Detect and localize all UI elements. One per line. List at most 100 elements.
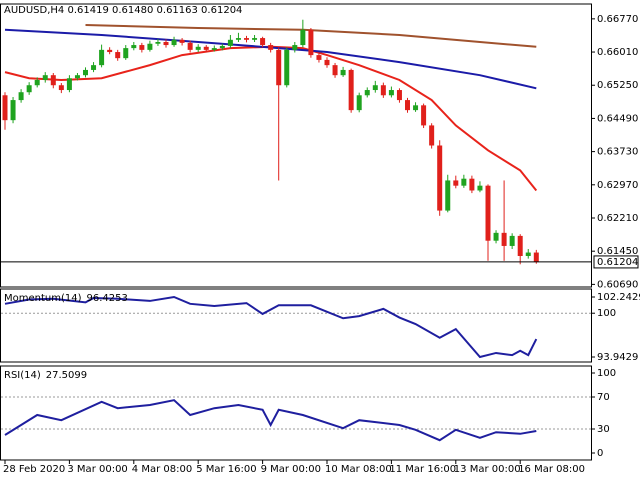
candle-body <box>493 232 499 241</box>
x-tick-label: 9 Mar 00:00 <box>261 464 321 475</box>
candle-body <box>155 41 161 44</box>
candle-body <box>179 39 185 43</box>
candle-body <box>300 29 306 46</box>
candle-body <box>91 65 97 70</box>
candle-body <box>171 39 177 46</box>
y-tick-label: 0.61450 <box>597 246 638 257</box>
candle-body <box>187 42 193 50</box>
candle-body <box>260 38 266 46</box>
candle-body <box>340 69 346 76</box>
y-tick-label: 0.65250 <box>597 80 638 91</box>
x-tick-label: 11 Mar 16:00 <box>389 464 456 475</box>
candle-body <box>348 69 354 111</box>
candle-body <box>18 92 24 101</box>
panel-title: Momentum(14) <box>4 293 82 304</box>
candle-body <box>380 85 386 96</box>
candle-body <box>163 41 169 46</box>
y-tick-label: 70 <box>597 392 610 403</box>
candle-body <box>74 75 80 79</box>
x-tick-label: 28 Feb 2020 <box>3 464 65 475</box>
candle-body <box>517 235 523 256</box>
x-tick-label: 13 Mar 00:00 <box>454 464 521 475</box>
candle-body <box>83 69 88 76</box>
candle-body <box>429 125 435 146</box>
candle-body <box>421 105 427 126</box>
y-tick-label: 100 <box>597 308 616 319</box>
candle-body <box>195 46 201 50</box>
candle-body <box>211 48 217 50</box>
x-tick-label: 16 Mar 08:00 <box>518 464 585 475</box>
y-tick-label: 0.62210 <box>597 213 638 224</box>
indicator-line <box>4 295 538 359</box>
y-tick-label: 102.2429 <box>597 292 640 303</box>
x-tick-label: 3 Mar 00:00 <box>67 464 127 475</box>
y-tick-label: 0.63730 <box>597 147 638 158</box>
candle-body <box>453 180 459 186</box>
candle-body <box>58 85 64 91</box>
x-tick-label: 5 Mar 16:00 <box>196 464 256 475</box>
panel <box>0 288 592 363</box>
candle-body <box>388 90 394 96</box>
y-tick-label: 0.66010 <box>597 47 638 58</box>
candle-body <box>139 45 145 50</box>
panel <box>0 365 592 461</box>
x-tick-label: 10 Mar 08:00 <box>325 464 392 475</box>
candle-body <box>525 252 531 256</box>
y-tick-label: 0.66770 <box>597 14 638 25</box>
candle-body <box>147 43 153 50</box>
candle-body <box>332 65 338 76</box>
candle-body <box>2 95 8 121</box>
y-tick-label: 100 <box>597 368 616 379</box>
candle-body <box>469 178 475 191</box>
candle-body <box>244 38 249 40</box>
panel-title: RSI(14) <box>4 370 41 381</box>
moving-average <box>85 23 537 48</box>
candle-body <box>123 48 129 59</box>
candle-body <box>34 79 40 86</box>
indicator-line <box>4 399 537 442</box>
candle-body <box>501 232 507 246</box>
candle-body <box>115 52 121 59</box>
moving-average <box>4 45 538 192</box>
candle-body <box>219 45 225 49</box>
candle-body <box>268 45 274 50</box>
y-tick-label: 0.64490 <box>597 113 638 124</box>
candle-body <box>485 185 491 241</box>
x-tick-label: 4 Mar 08:00 <box>132 464 192 475</box>
candle-body <box>445 180 451 211</box>
candle-body <box>50 75 56 86</box>
candle-body <box>284 49 290 86</box>
candle-body <box>203 46 209 50</box>
candle-body <box>405 100 410 111</box>
candle-body <box>372 85 378 91</box>
y-tick-label: 0 <box>597 448 603 459</box>
candle-body <box>10 100 16 121</box>
candle-body <box>252 38 258 40</box>
candle-body <box>356 95 362 111</box>
candle-body <box>276 49 282 86</box>
current-price-box <box>593 255 639 269</box>
candle-body <box>364 90 370 96</box>
candle-body <box>477 185 483 191</box>
current-price-label: 0.61204 <box>597 257 638 268</box>
candle-body <box>396 90 402 101</box>
candle-body <box>131 45 137 49</box>
candle-body <box>107 49 113 53</box>
candle-body <box>509 235 515 246</box>
y-tick-label: 93.9429 <box>597 352 638 363</box>
indicator-value: 96.4253 <box>87 293 128 304</box>
panel-title: AUDUSD,H4 0.61419 0.61480 0.61163 0.6120… <box>4 5 242 16</box>
candle-body <box>316 55 322 60</box>
y-tick-label: 0.60690 <box>597 279 638 290</box>
candle-body <box>533 252 539 262</box>
candle-body <box>235 38 241 40</box>
moving-average <box>4 28 537 90</box>
candle-body <box>324 59 330 66</box>
panel <box>0 3 592 288</box>
indicator-value: 27.5099 <box>46 370 87 381</box>
candle-body <box>26 85 32 93</box>
candle-body <box>66 78 72 91</box>
candle-body <box>413 105 419 111</box>
candle-body <box>99 49 105 66</box>
